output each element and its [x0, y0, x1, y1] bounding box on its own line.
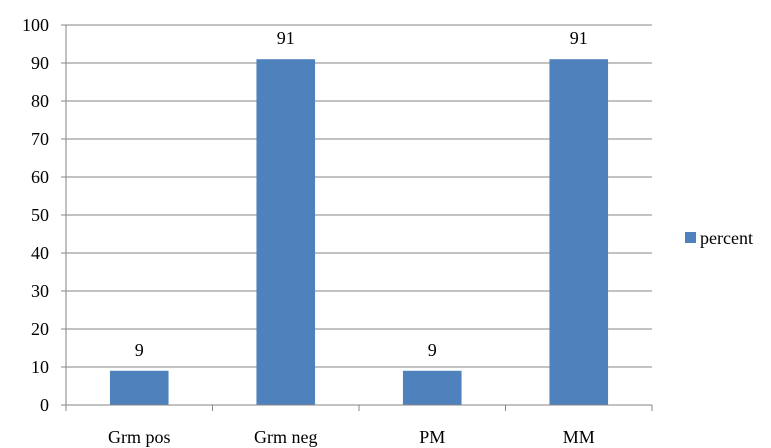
x-category-label: Grm neg: [254, 427, 317, 447]
y-tick-label: 30: [31, 281, 49, 301]
x-category-label: MM: [563, 427, 595, 447]
x-category-label: PM: [419, 427, 445, 447]
bar: [109, 370, 169, 405]
bars: [109, 59, 609, 405]
y-tick-label: 0: [40, 395, 49, 415]
data-label: 9: [428, 340, 437, 360]
y-tick-label: 20: [31, 319, 49, 339]
bar: [402, 370, 462, 405]
x-axis-category-labels: Grm pos Grm neg PM MM: [108, 427, 595, 447]
y-tick-label: 60: [31, 167, 49, 187]
legend: percent: [685, 228, 753, 248]
data-label: 91: [570, 28, 588, 48]
y-tick-label: 50: [31, 205, 49, 225]
y-tick-label: 70: [31, 129, 49, 149]
legend-swatch: [685, 232, 696, 243]
y-tick-label: 10: [31, 357, 49, 377]
data-labels: 9 91 9 91: [135, 28, 588, 360]
y-tick-label: 40: [31, 243, 49, 263]
bar: [256, 59, 316, 405]
y-tick-label: 80: [31, 91, 49, 111]
data-label: 9: [135, 340, 144, 360]
y-axis-ticks: 0 10 20 30 40 50 60 70 80 90 100: [22, 15, 66, 415]
data-label: 91: [277, 28, 295, 48]
x-axis: [65, 25, 653, 411]
y-tick-label: 100: [22, 15, 49, 35]
bar: [549, 59, 609, 405]
legend-label: percent: [700, 228, 753, 248]
y-tick-label: 90: [31, 53, 49, 73]
x-category-label: Grm pos: [108, 427, 171, 447]
